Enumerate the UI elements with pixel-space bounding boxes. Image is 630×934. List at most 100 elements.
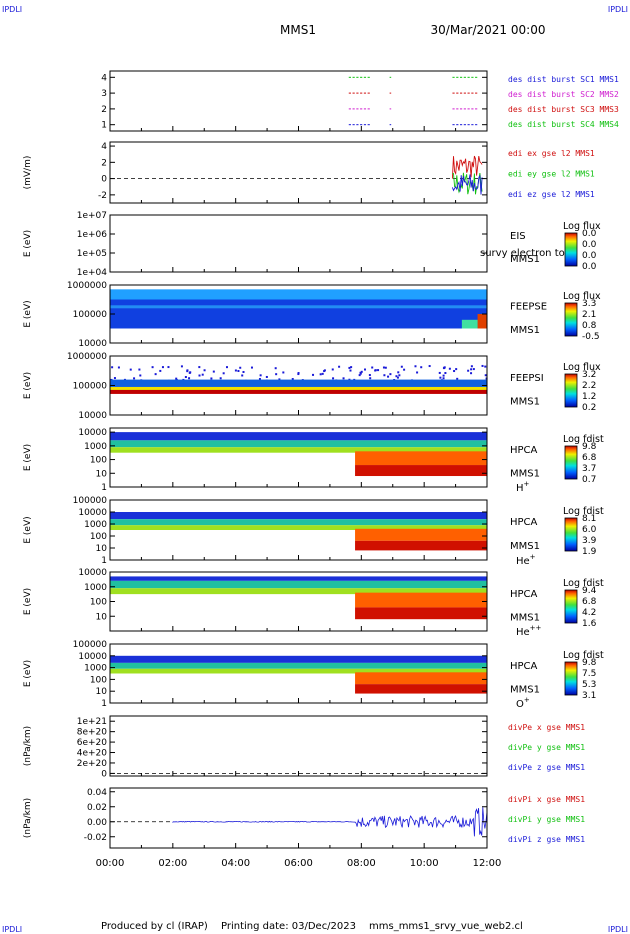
spectrogram-band [110, 432, 487, 441]
spectrogram-pixel [377, 369, 380, 372]
spectrogram-pixel [275, 373, 278, 376]
spectrogram-pixel [470, 365, 473, 368]
spectrogram-pixel [210, 377, 213, 380]
spectrogram-band [110, 519, 487, 526]
legend-entry: divPe y gse MMS1 [508, 743, 585, 752]
y-tick-label: 0.00 [87, 818, 107, 828]
spectrogram-pixel [180, 365, 183, 368]
y-axis-label: E (eV) [23, 444, 33, 471]
spectrogram-pixel [400, 365, 403, 368]
spectrogram-pixel [360, 370, 363, 373]
spectrogram-band [355, 672, 487, 685]
spectrogram-band [110, 580, 487, 589]
spectrogram-pixel [167, 366, 170, 369]
x-tick-label: 00:00 [96, 858, 125, 869]
edi-trace [452, 172, 483, 195]
spectrogram-pixel [470, 372, 473, 375]
spectrogram-pixel [129, 368, 132, 371]
y-axis-label: (nPa/km) [23, 798, 33, 838]
species-label: He+ [516, 553, 536, 567]
species-charge: + [524, 480, 530, 488]
spectrogram-pixel [332, 377, 335, 380]
panels: 4 3 2 1 des dist burst SC1 MMS1 des dist burs… [23, 70, 619, 849]
colorbar-label: 9.4 [582, 586, 597, 596]
spectrogram-pixel [484, 374, 487, 377]
species-label: He++ [516, 624, 542, 638]
x-tick-label: 06:00 [284, 858, 313, 869]
y-axis-label: E (eV) [23, 300, 33, 327]
corner-label-bottom-right: IPDLI [608, 925, 628, 934]
y-tick-label: 2 [101, 158, 107, 168]
colorbar [564, 661, 578, 696]
spectrogram-band [110, 289, 487, 300]
species-charge: + [524, 696, 530, 704]
colorbar-label: 1.2 [582, 392, 596, 402]
colorbar-label: 3.3 [582, 299, 596, 309]
spectrogram-pixel [420, 366, 423, 369]
spectrogram-pixel [282, 371, 285, 374]
spectrogram-pixel [241, 374, 244, 377]
spectrogram-pixel [237, 369, 240, 372]
y-tick-label: 100 [90, 532, 107, 542]
spectrogram-band [110, 662, 487, 669]
y-tick-label: 4 [101, 142, 107, 152]
colorbar-title: Log fdist [563, 434, 604, 445]
panel-burst: 4 3 2 1 des dist burst SC1 MMS1 des dist burs… [101, 70, 619, 132]
spectrogram-pixel [250, 366, 253, 369]
y-tick-label: 10000 [78, 508, 107, 518]
colorbar-label: 3.1 [582, 691, 596, 701]
spectrogram-pixel [222, 372, 225, 375]
spectrogram-pixel [342, 377, 345, 380]
y-tick-label: 8e+20 [77, 728, 108, 738]
spectrogram-pixel [225, 366, 228, 369]
instrument-label: HPCA [510, 661, 538, 672]
spectrogram-pixel [117, 366, 120, 369]
y-tick-label: 3 [101, 89, 107, 99]
colorbar-label: 6.8 [582, 597, 597, 607]
colorbar-label: 0.2 [582, 403, 596, 413]
spectrogram-pixel [323, 369, 326, 372]
corner-label-top-right: IPDLI [608, 5, 628, 14]
legend-entry: des dist burst SC2 MMS2 [508, 90, 619, 99]
legend-entry: des dist burst SC3 MMS3 [508, 105, 619, 114]
instrument-label: FEEPSI [510, 373, 544, 384]
spectrogram-pixel [258, 378, 261, 381]
spectrogram-pixel [184, 376, 187, 379]
spectrogram-pixel [203, 369, 206, 372]
y-tick-label: 10000 [78, 652, 107, 662]
spectrogram-pixel [297, 373, 300, 376]
spectrogram-pixel [239, 366, 242, 369]
spectrogram-pixel [364, 368, 367, 371]
y-tick-label: 0.02 [87, 803, 107, 813]
legend-entry: divPe z gse MMS1 [508, 763, 585, 772]
spectrogram-pixel [159, 369, 162, 372]
y-tick-label: 100000 [73, 496, 108, 506]
y-tick-label: 0 [101, 175, 107, 185]
y-tick-label: 10000 [78, 568, 107, 578]
spectrogram-pixel [188, 377, 191, 380]
y-tick-label: 10 [96, 687, 108, 697]
spectrogram-pixel [113, 377, 116, 380]
spectrogram-band [355, 607, 487, 620]
colorbar-label: 0.0 [582, 240, 597, 250]
y-tick-label: 1 [101, 483, 107, 493]
legend-entry: divPi y gse MMS1 [508, 815, 585, 824]
panel-eis: survy electron to 1e+07 1e+06 1e+05 1e+04 E (… [23, 211, 601, 278]
spectrogram-pixel [453, 370, 456, 373]
divpi-trace [172, 807, 488, 837]
y-tick-label: 100000 [73, 382, 108, 392]
y-tick-label: -2 [98, 191, 107, 201]
y-tick-label: 1000 [84, 583, 107, 593]
spectrogram-pixel [382, 366, 385, 369]
y-tick-label: 0.04 [87, 788, 107, 798]
spectrogram-pixel [265, 375, 268, 378]
spectrogram-pixel [472, 368, 475, 371]
spectrogram-pixel [219, 377, 222, 380]
spectrogram-band [110, 305, 487, 309]
spectrogram-band [355, 540, 487, 551]
corner-label-top-left: IPDLI [2, 5, 22, 14]
colorbar-label: 1.6 [582, 619, 597, 629]
colorbar-title: Log fdist [563, 506, 604, 517]
spectrogram-band [461, 319, 478, 329]
